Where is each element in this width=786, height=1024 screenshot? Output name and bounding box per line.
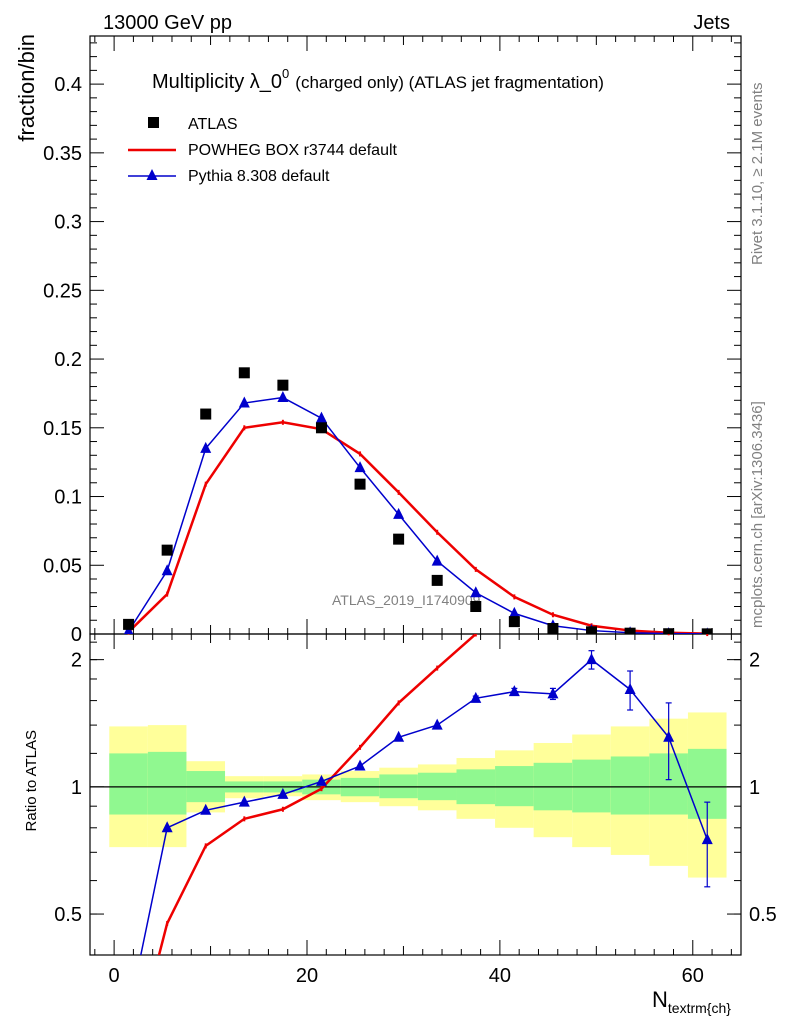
y-tick-label: 0.3 xyxy=(54,212,82,234)
chart-title-suffix: (charged only) (ATLAS jet fragmentation) xyxy=(295,73,604,92)
pythia-marker xyxy=(315,411,327,423)
y-tick-label: 0.4 xyxy=(54,74,82,96)
atlas-marker xyxy=(508,616,520,628)
header-left: 13000 GeV pp xyxy=(103,12,232,34)
x-axis-label-main: N xyxy=(652,987,668,1012)
pythia-line xyxy=(127,396,708,634)
ratio-pythia-marker xyxy=(354,759,366,771)
ratio-pythia-marker xyxy=(624,682,636,694)
ratio-y-tick-label-left: 0.5 xyxy=(54,904,82,926)
x-tick-label: 0 xyxy=(109,965,120,987)
atlas-marker xyxy=(123,618,135,630)
ratio-band-inner xyxy=(610,756,650,815)
x-tick-label: 40 xyxy=(489,965,511,987)
ratio-pythia-line xyxy=(140,658,708,955)
atlas-marker xyxy=(701,628,713,634)
ratio-band-inner xyxy=(109,753,148,815)
ratio-y-tick-label-right: 0.5 xyxy=(749,904,777,926)
ratio-pythia-marker xyxy=(315,774,327,786)
x-tick-label: 20 xyxy=(296,965,318,987)
legend: ATLAS POWHEG BOX r3744 default Pythia 8.… xyxy=(128,116,398,185)
ratio-pythia-marker xyxy=(393,730,405,742)
atlas-marker xyxy=(586,626,598,634)
chart-title-sup: 0 xyxy=(282,66,289,81)
atlas-marker xyxy=(200,408,212,420)
legend-marker-pythia xyxy=(146,169,158,180)
x-tick-label: 60 xyxy=(682,965,704,987)
y-tick-label: 0.1 xyxy=(54,487,82,509)
ratio-y-axis-label: Ratio to ATLAS xyxy=(23,730,40,831)
y-axis-label: fraction/bin xyxy=(14,34,39,142)
y-tick-label: 0.25 xyxy=(43,280,82,302)
atlas-marker xyxy=(624,627,636,634)
powheg-line xyxy=(127,421,708,634)
legend-marker-atlas xyxy=(148,117,159,128)
atlas-marker xyxy=(470,601,482,613)
ratio-band-inner xyxy=(572,759,611,813)
pythia-marker xyxy=(354,461,366,473)
y-tick-label: 0 xyxy=(71,624,82,646)
mcplots-label: mcplots.cern.ch [arXiv:1306.3436] xyxy=(749,401,766,628)
ratio-pythia-marker xyxy=(200,803,212,815)
pythia-marker xyxy=(470,586,482,598)
legend-label-powheg: POWHEG BOX r3744 default xyxy=(188,142,398,159)
ratio-pythia-marker xyxy=(586,653,598,665)
atlas-marker xyxy=(393,533,405,545)
y-tick-label: 0.2 xyxy=(54,349,82,371)
ratio-powheg-line xyxy=(157,634,478,955)
rivet-label: Rivet 3.1.10, ≥ 2.1M events xyxy=(749,83,766,266)
pythia-marker xyxy=(431,554,443,566)
header-right: Jets xyxy=(693,12,730,34)
ratio-pythia-marker xyxy=(508,685,520,697)
ratio-pythia-marker xyxy=(238,795,250,807)
pythia-marker xyxy=(161,564,173,576)
y-tick-label: 0.05 xyxy=(43,555,82,577)
ratio-y-tick-label-right: 1 xyxy=(749,777,760,799)
pythia-marker xyxy=(277,391,289,403)
ratio-band-inner xyxy=(147,751,187,815)
atlas-marker xyxy=(315,422,327,434)
ratio-pythia-marker xyxy=(470,691,482,703)
atlas-marker xyxy=(238,367,250,379)
legend-label-pythia: Pythia 8.308 default xyxy=(188,168,330,185)
x-axis-label-sub: textrm{ch} xyxy=(668,1000,731,1016)
ratio-pythia-marker xyxy=(431,718,443,730)
atlas-marker xyxy=(431,574,443,586)
pythia-marker xyxy=(200,441,212,453)
x-axis-label: Ntextrm{ch} xyxy=(652,987,731,1016)
atlas-marker xyxy=(663,628,675,634)
watermark-label: ATLAS_2019_I1740909 xyxy=(332,592,481,608)
pythia-marker xyxy=(393,507,405,519)
pythia-marker xyxy=(238,396,250,408)
ratio-pythia-marker xyxy=(161,821,173,833)
atlas-marker xyxy=(161,544,173,556)
ratio-y-tick-label-left: 1 xyxy=(71,777,82,799)
chart-title-main: Multiplicity λ_0 xyxy=(152,71,282,93)
ratio-y-tick-label-right: 2 xyxy=(749,650,760,672)
atlas-marker xyxy=(277,379,289,391)
ratio-pythia-marker xyxy=(277,787,289,799)
legend-label-atlas: ATLAS xyxy=(188,116,238,133)
atlas-marker xyxy=(354,478,366,490)
ratio-pythia-marker xyxy=(547,687,559,699)
chart-title: Multiplicity λ_00 (charged only) (ATLAS j… xyxy=(152,66,604,93)
y-tick-label: 0.35 xyxy=(43,143,82,165)
ratio-pythia-marker xyxy=(701,833,713,845)
pythia-marker xyxy=(508,606,520,618)
ratio-plot-frame xyxy=(89,633,742,956)
atlas-marker xyxy=(547,623,559,634)
y-tick-label: 0.15 xyxy=(43,418,82,440)
ratio-band-inner xyxy=(495,766,534,807)
ratio-pythia-marker xyxy=(663,730,675,742)
ratio-y-tick-label-left: 2 xyxy=(71,650,82,672)
